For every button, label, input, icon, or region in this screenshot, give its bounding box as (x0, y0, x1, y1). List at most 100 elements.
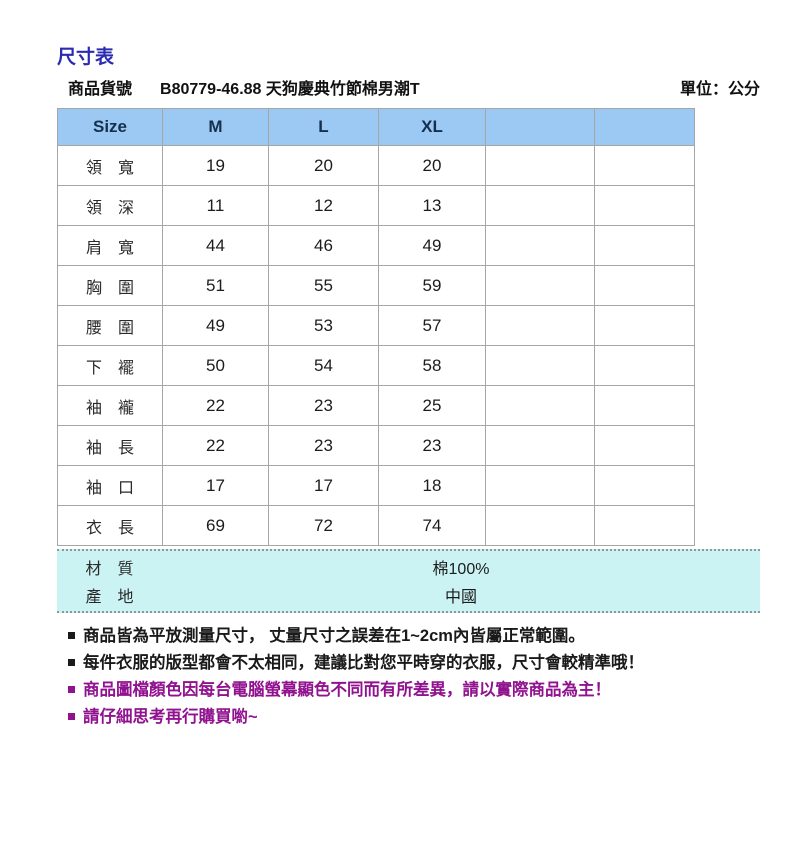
cell: 19 (162, 145, 269, 186)
size-table-header-row: Size M L XL (57, 108, 695, 146)
size-table: Size M L XL 領 寬 19 20 20 領 深 11 12 13 (57, 108, 695, 546)
note-text: 商品圖檔顏色因每台電腦螢幕顯色不同而有所差異，請以實際商品為主！ (83, 681, 611, 699)
cell: 25 (378, 385, 486, 426)
row-label: 袖 長 (57, 425, 163, 466)
row-label: 領 寬 (57, 145, 163, 186)
product-code-label: 商品貨號 (68, 81, 133, 98)
cell: 69 (162, 505, 269, 546)
cell (485, 185, 595, 226)
cell: 20 (378, 145, 486, 186)
table-row: 下 襬 50 54 58 (57, 345, 695, 386)
table-row: 領 深 11 12 13 (57, 185, 695, 226)
cell (594, 305, 695, 346)
cell: 44 (162, 225, 269, 266)
notes-list: 商品皆為平放測量尺寸， 丈量尺寸之誤差在1~2cm內皆屬正常範圍。 每件衣服的版… (68, 623, 758, 731)
cell: 55 (268, 265, 379, 306)
cell: 49 (162, 305, 269, 346)
table-row: 領 寬 19 20 20 (57, 145, 695, 186)
cell: 58 (378, 345, 486, 386)
row-label: 衣 長 (57, 505, 163, 546)
row-label: 袖 襱 (57, 385, 163, 426)
material-row: 材 質 棉100% (57, 553, 760, 581)
header-cell-empty-2 (594, 108, 695, 146)
bullet-square-icon (68, 659, 75, 666)
cell (485, 505, 595, 546)
header-cell-empty-1 (485, 108, 595, 146)
note-text: 請仔細思考再行購買喲~ (83, 708, 258, 726)
material-origin-band: 材 質 棉100% 產 地 中國 (57, 549, 760, 613)
cell: 20 (268, 145, 379, 186)
origin-value: 中國 (444, 589, 477, 606)
note-text: 商品皆為平放測量尺寸， 丈量尺寸之誤差在1~2cm內皆屬正常範圍。 (83, 627, 585, 645)
cell (485, 145, 595, 186)
unit-label: 單位：公分 (679, 81, 760, 98)
cell: 57 (378, 305, 486, 346)
note-item: 商品皆為平放測量尺寸， 丈量尺寸之誤差在1~2cm內皆屬正常範圍。 (68, 623, 758, 650)
table-row: 腰 圍 49 53 57 (57, 305, 695, 346)
cell (485, 225, 595, 266)
cell: 46 (268, 225, 379, 266)
cell (485, 425, 595, 466)
note-item: 請仔細思考再行購買喲~ (68, 704, 758, 731)
row-label: 腰 圍 (57, 305, 163, 346)
row-label: 袖 口 (57, 465, 163, 506)
cell: 17 (268, 465, 379, 506)
cell: 11 (162, 185, 269, 226)
note-item: 每件衣服的版型都會不太相同，建議比對您平時穿的衣服，尺寸會較精準哦！ (68, 650, 758, 677)
bullet-square-icon (68, 632, 75, 639)
cell: 51 (162, 265, 269, 306)
table-row: 袖 長 22 23 23 (57, 425, 695, 466)
origin-row: 產 地 中國 (57, 581, 760, 609)
cell: 49 (378, 225, 486, 266)
cell: 72 (268, 505, 379, 546)
cell: 50 (162, 345, 269, 386)
cell: 22 (162, 425, 269, 466)
cell (594, 225, 695, 266)
table-row: 袖 口 17 17 18 (57, 465, 695, 506)
row-label: 領 深 (57, 185, 163, 226)
cell (594, 185, 695, 226)
table-row: 胸 圍 51 55 59 (57, 265, 695, 306)
row-label: 胸 圍 (57, 265, 163, 306)
header-cell-m: M (162, 108, 269, 146)
material-label: 材 質 (85, 561, 134, 578)
cell: 23 (268, 385, 379, 426)
table-row: 袖 襱 22 23 25 (57, 385, 695, 426)
cell (594, 145, 695, 186)
cell: 23 (378, 425, 486, 466)
table-row: 衣 長 69 72 74 (57, 505, 695, 546)
cell (594, 345, 695, 386)
size-chart-page: 尺寸表 商品貨號 B80779-46.88 天狗慶典竹節棉男潮T 單位：公分 S… (0, 46, 800, 846)
cell (594, 265, 695, 306)
origin-label: 產 地 (85, 589, 134, 606)
product-code-value: B80779-46.88 天狗慶典竹節棉男潮T (160, 81, 420, 98)
row-label: 下 襬 (57, 345, 163, 386)
cell: 17 (162, 465, 269, 506)
bullet-square-icon (68, 713, 75, 720)
cell: 13 (378, 185, 486, 226)
cell (485, 465, 595, 506)
cell: 53 (268, 305, 379, 346)
cell: 54 (268, 345, 379, 386)
cell (485, 385, 595, 426)
table-row: 肩 寬 44 46 49 (57, 225, 695, 266)
cell (485, 265, 595, 306)
cell (594, 425, 695, 466)
cell: 23 (268, 425, 379, 466)
cell: 22 (162, 385, 269, 426)
cell (485, 345, 595, 386)
header-cell-size: Size (57, 108, 163, 146)
note-item: 商品圖檔顏色因每台電腦螢幕顯色不同而有所差異，請以實際商品為主！ (68, 677, 758, 704)
header-cell-l: L (268, 108, 379, 146)
cell: 59 (378, 265, 486, 306)
cell: 12 (268, 185, 379, 226)
page-title: 尺寸表 (57, 47, 115, 68)
header-cell-xl: XL (378, 108, 486, 146)
cell (594, 385, 695, 426)
cell (485, 305, 595, 346)
cell (594, 465, 695, 506)
bullet-square-icon (68, 686, 75, 693)
row-label: 肩 寬 (57, 225, 163, 266)
material-value: 棉100% (432, 561, 490, 578)
cell: 74 (378, 505, 486, 546)
